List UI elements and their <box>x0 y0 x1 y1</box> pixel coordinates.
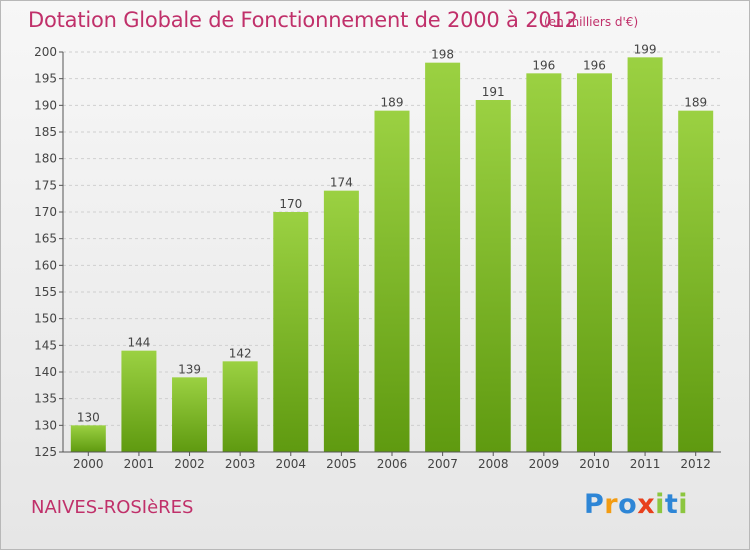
x-tick-label: 2009 <box>529 457 560 471</box>
x-tick-label: 2005 <box>326 457 357 471</box>
x-tick-label: 2006 <box>377 457 408 471</box>
logo-letter: r <box>604 489 619 520</box>
x-tick-label: 2010 <box>579 457 610 471</box>
data-label: 144 <box>127 336 150 350</box>
bar <box>678 110 714 453</box>
chart-unit: (en milliers d'€) <box>544 15 639 29</box>
x-tick-label: 2000 <box>73 457 104 471</box>
x-tick-label: 2011 <box>630 457 661 471</box>
proxiti-logo: Proxiti <box>584 489 688 520</box>
y-tick-label: 195 <box>34 72 57 86</box>
x-tick-label: 2001 <box>124 457 155 471</box>
logo-letter: t <box>664 489 679 520</box>
y-tick-label: 175 <box>34 178 57 192</box>
x-tick-label: 2012 <box>680 457 711 471</box>
data-label: 130 <box>77 410 100 424</box>
data-label: 196 <box>583 58 606 72</box>
y-tick-label: 165 <box>34 232 57 246</box>
y-tick-label: 155 <box>34 285 57 299</box>
bar <box>172 377 208 452</box>
labels: 125 130 135 140 145 150 155 160 165 170 175 180 185 1… <box>34 42 711 471</box>
y-tick-label: 150 <box>34 312 57 326</box>
bar <box>526 73 562 452</box>
y-tick-label: 130 <box>34 418 57 432</box>
y-tick-label: 185 <box>34 125 57 139</box>
bar <box>425 62 461 453</box>
y-tick-label: 140 <box>34 365 57 379</box>
x-tick-label: 2008 <box>478 457 509 471</box>
data-label: 198 <box>431 48 454 62</box>
data-label: 142 <box>229 346 252 360</box>
logo-letter: i <box>678 489 689 520</box>
logo-letter: i <box>655 489 665 520</box>
bar <box>475 100 511 452</box>
y-tick-label: 145 <box>34 338 57 352</box>
y-tick-label: 200 <box>34 45 57 59</box>
bar <box>576 73 612 452</box>
bar <box>70 425 106 452</box>
data-label: 189 <box>684 96 707 110</box>
bars <box>70 57 714 453</box>
data-label: 189 <box>381 96 404 110</box>
logo-letter: P <box>584 489 605 520</box>
y-tick-label: 170 <box>34 205 57 219</box>
bar <box>222 361 258 452</box>
data-label: 191 <box>482 85 505 99</box>
y-tick-label: 135 <box>34 392 57 406</box>
bar <box>273 212 309 452</box>
logo-letter: x <box>637 489 656 520</box>
data-label: 139 <box>178 362 201 376</box>
y-tick-label: 190 <box>34 98 57 112</box>
data-label: 174 <box>330 176 353 190</box>
x-tick-label: 2004 <box>275 457 306 471</box>
data-label: 199 <box>634 42 657 56</box>
y-tick-label: 180 <box>34 152 57 166</box>
axes <box>59 51 721 456</box>
bar <box>323 190 359 452</box>
data-label: 196 <box>532 58 555 72</box>
bar <box>374 110 410 453</box>
bar <box>121 350 157 452</box>
logo-letter: o <box>618 489 638 520</box>
y-tick-label: 160 <box>34 258 57 272</box>
x-tick-label: 2002 <box>174 457 205 471</box>
commune-name: NAIVES-ROSIèRES <box>31 497 194 518</box>
chart-title: Dotation Globale de Fonctionnement de 20… <box>28 8 578 32</box>
x-tick-label: 2003 <box>225 457 256 471</box>
x-tick-label: 2007 <box>427 457 458 471</box>
y-tick-label: 125 <box>34 445 57 459</box>
data-label: 170 <box>279 197 302 211</box>
bar <box>627 57 663 452</box>
